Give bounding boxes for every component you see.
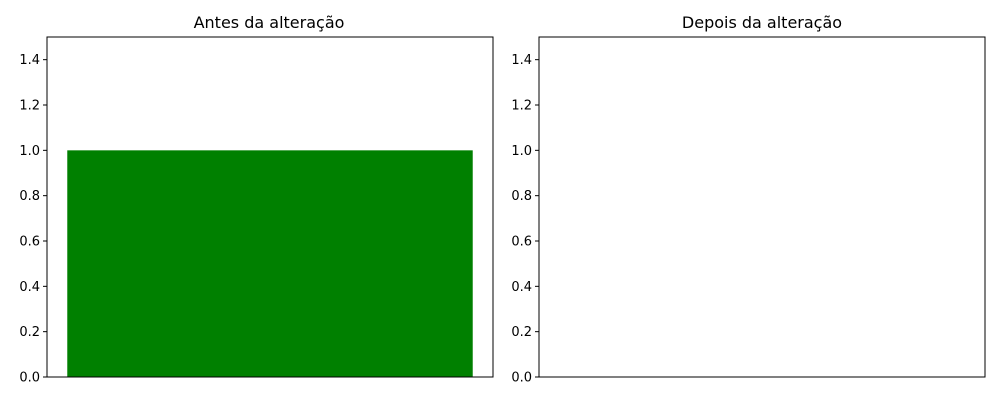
y-tick-label: 0.8: [511, 189, 532, 204]
y-tick-label: 1.0: [511, 144, 532, 159]
chart-title-after: Depois da alteração: [682, 13, 842, 32]
chart-after-change: Depois da alteração 0.0 0.2 0.4 0.6 0.8 1.0 1.…: [511, 13, 986, 386]
chart-title-before: Antes da alteração: [194, 13, 345, 32]
y-tick-label: 0.2: [511, 325, 532, 340]
y-tick-label: 0.0: [511, 371, 532, 386]
y-tick-label: 0.2: [19, 325, 40, 340]
y-tick-label: 1.4: [19, 53, 40, 68]
y-tick-label: 1.4: [511, 53, 532, 68]
y-tick-label: 1.2: [511, 99, 532, 114]
bars-before: [67, 150, 473, 377]
y-tick-label: 0.6: [19, 235, 40, 250]
y-axis-before: 0.0 0.2 0.4 0.6 0.8 1.0 1.2 1.4: [19, 53, 47, 386]
y-axis-after: 0.0 0.2 0.4 0.6 0.8 1.0 1.2 1.4: [511, 53, 539, 386]
chart-before-change: Antes da alteração 0.0 0.2 0.4 0.6 0.8 1.0 1.2…: [19, 13, 494, 386]
y-tick-label: 1.2: [19, 99, 40, 114]
plot-frame-before: [46, 36, 494, 378]
y-tick-label: 0.4: [19, 280, 40, 295]
y-tick-label: 0.6: [511, 235, 532, 250]
bar: [67, 150, 473, 377]
y-tick-label: 0.4: [511, 280, 532, 295]
plot-frame-after: [538, 36, 986, 378]
y-tick-label: 0.8: [19, 189, 40, 204]
y-tick-label: 1.0: [19, 144, 40, 159]
y-tick-label: 0.0: [19, 371, 40, 386]
